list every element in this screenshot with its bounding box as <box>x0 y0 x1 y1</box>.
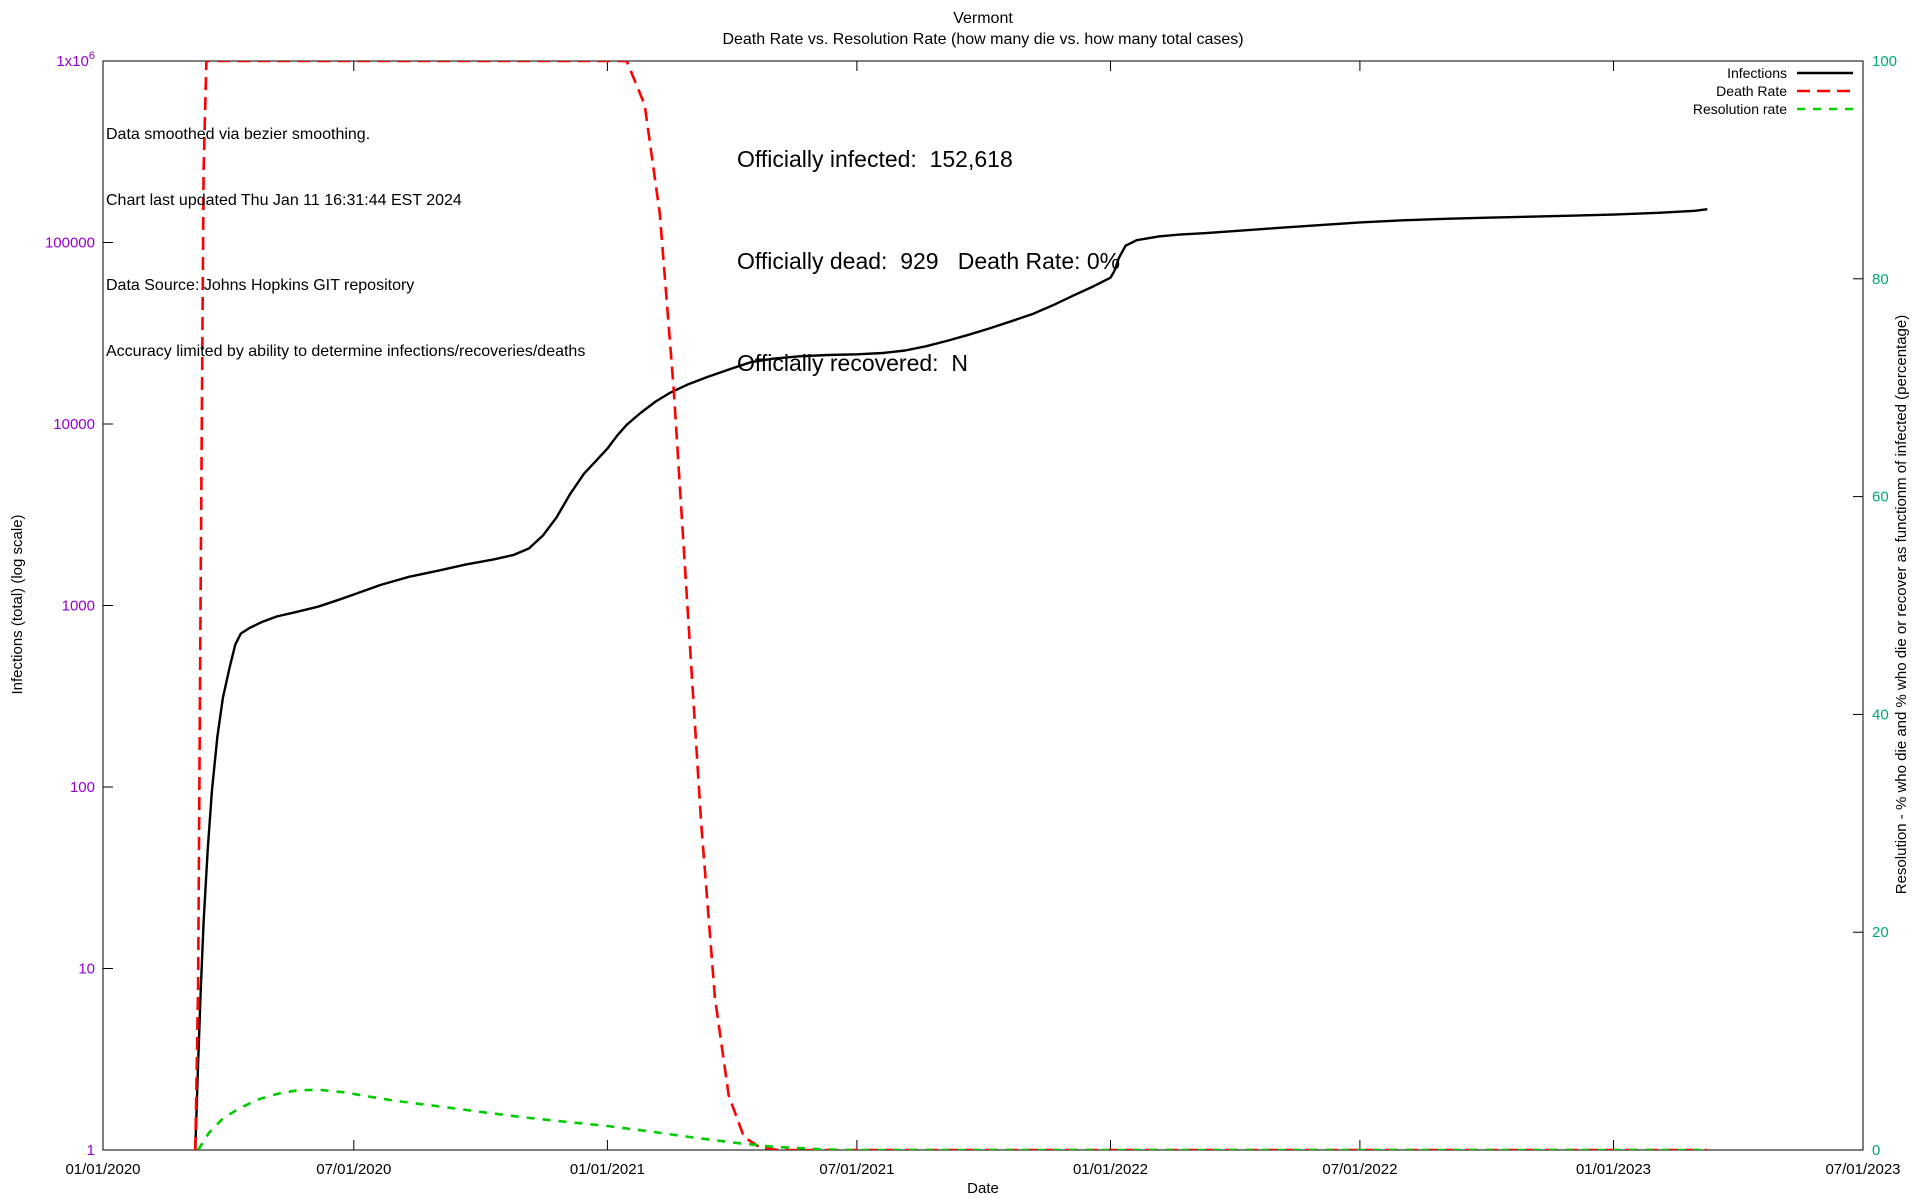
x-tick-label: 07/01/2021 <box>819 1161 894 1178</box>
x-tick-label: 07/01/2022 <box>1322 1161 1397 1178</box>
legend-item-death-rate: Death Rate <box>1693 82 1854 100</box>
y-right-tick-label: 20 <box>1872 924 1889 941</box>
y-right-tick-label: 40 <box>1872 706 1889 723</box>
annotation-block: Data smoothed via bezier smoothing. Char… <box>106 80 585 385</box>
legend-line-sample-resolution-rate <box>1797 107 1853 111</box>
resolution-rate-line <box>197 1088 1708 1150</box>
x-tick-label: 07/01/2020 <box>316 1161 391 1178</box>
y-left-tick-label: 100000 <box>45 235 95 252</box>
annotation-accuracy: Accuracy limited by ability to determine… <box>106 343 586 360</box>
infections-line <box>194 208 1708 1150</box>
y-left-tick-label: 1 <box>87 1142 95 1159</box>
x-tick-label: 01/01/2021 <box>570 1161 645 1178</box>
y-right-tick-label: 80 <box>1872 271 1889 288</box>
stat-infected: Officially infected: 152,618 <box>737 146 1013 172</box>
legend-line-sample-death-rate <box>1797 89 1853 93</box>
legend-item-infections: Infections <box>1693 64 1854 82</box>
y-right-tick-label: 0 <box>1872 1142 1880 1159</box>
legend-label-infections: Infections <box>1727 65 1787 81</box>
legend-label-death-rate: Death Rate <box>1716 83 1787 99</box>
x-axis-label: Date <box>967 1180 999 1197</box>
y-left-tick-label: 1000 <box>62 598 95 615</box>
annotation-smoothing: Data smoothed via bezier smoothing. <box>106 126 371 143</box>
y-left-tick-label: 10000 <box>53 416 95 433</box>
chart-subtitle: Death Rate vs. Resolution Rate (how many… <box>722 31 1244 48</box>
chart-title: Vermont <box>953 10 1013 27</box>
stats-block: Officially infected: 152,618 Officially … <box>737 74 1120 414</box>
legend-label-resolution-rate: Resolution rate <box>1692 101 1787 117</box>
x-tick-label: 01/01/2022 <box>1073 1161 1148 1178</box>
y-left-tick-label: 10 <box>78 961 95 978</box>
stat-dead: Officially dead: 929 Death Rate: 0% <box>737 248 1121 274</box>
death-rate-line <box>194 61 1708 1150</box>
y-left-tick-label: 100 <box>70 779 95 796</box>
legend: Infections Death Rate Resolution rate <box>1693 64 1854 118</box>
y-axis-right-label: Resolution - % who die and % who die or … <box>1893 314 1910 895</box>
x-tick-label: 01/01/2023 <box>1576 1161 1651 1178</box>
y-left-tick-label: 1x106 <box>56 50 95 70</box>
annotation-updated: Chart last updated Thu Jan 11 16:31:44 E… <box>106 192 462 209</box>
x-tick-label: 07/01/2023 <box>1825 1161 1900 1178</box>
y-right-tick-label: 100 <box>1872 53 1897 70</box>
annotation-source: Data Source: Johns Hopkins GIT repositor… <box>106 277 415 294</box>
legend-line-sample-infections <box>1797 71 1853 75</box>
title-block: Vermont Death Rate vs. Resolution Rate (… <box>103 8 1863 50</box>
legend-item-resolution-rate: Resolution rate <box>1693 100 1854 118</box>
y-axis-left-label: Infections (total) (log scale) <box>9 514 26 695</box>
stat-recovered: Officially recovered: N <box>737 350 968 376</box>
x-tick-label: 01/01/2020 <box>65 1161 140 1178</box>
y-right-tick-label: 60 <box>1872 489 1889 506</box>
